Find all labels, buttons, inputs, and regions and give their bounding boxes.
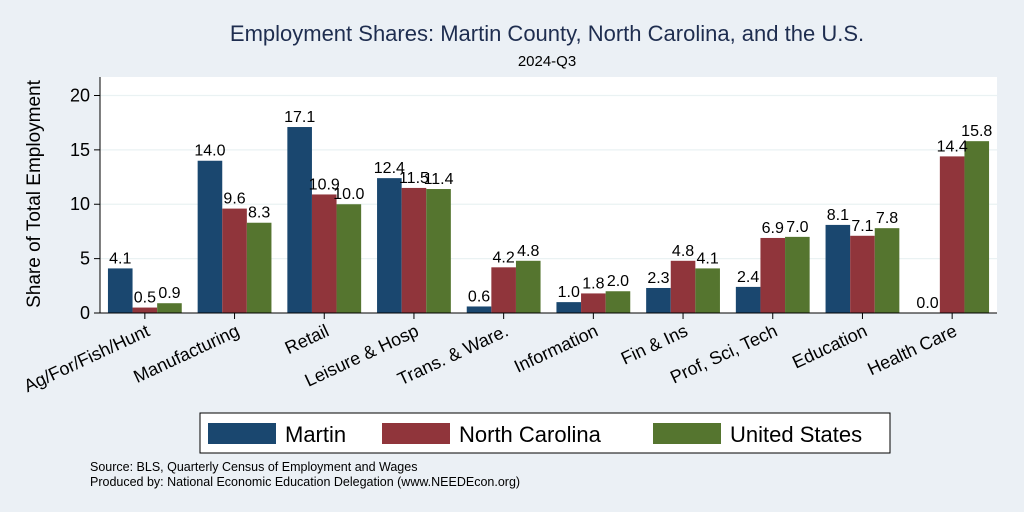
bar <box>670 260 696 313</box>
legend-label: United States <box>730 422 862 447</box>
bar <box>157 303 182 313</box>
bar-value-label: 8.1 <box>827 207 849 224</box>
bar-value-label: 0.6 <box>468 288 490 305</box>
bar-value-label: 17.1 <box>284 109 315 126</box>
y-tick-label: 20 <box>70 85 90 105</box>
legend-label: North Carolina <box>459 422 602 447</box>
bar <box>515 260 541 313</box>
bar <box>426 189 451 313</box>
bar <box>401 187 427 313</box>
bar <box>287 127 312 313</box>
bar-value-label: 14.0 <box>194 143 225 160</box>
chart-subtitle: 2024-Q3 <box>518 53 576 70</box>
x-tick-label: Education <box>789 320 870 372</box>
bar-value-label: 15.8 <box>961 123 992 140</box>
bar-value-label: 4.8 <box>517 243 539 260</box>
bar-value-label: 1.0 <box>558 284 580 301</box>
bar <box>132 307 158 313</box>
bar-value-label: 11.5 <box>399 170 429 187</box>
bar-value-label: 4.1 <box>109 250 131 267</box>
bar <box>825 224 851 313</box>
bar <box>581 293 606 313</box>
bar-value-label: 10.9 <box>309 176 340 193</box>
source-line: Source: BLS, Quarterly Census of Employm… <box>90 460 418 474</box>
x-tick-label: Health Care <box>864 320 960 379</box>
legend <box>199 412 891 454</box>
bar-value-label: 1.8 <box>582 275 604 292</box>
y-tick-label: 5 <box>80 249 90 269</box>
bar-value-label: 0.9 <box>158 285 180 302</box>
bar <box>222 208 247 313</box>
legend-label: Martin <box>285 422 346 447</box>
bar <box>377 178 402 313</box>
produced-by-line: Produced by: National Economic Education… <box>90 475 521 489</box>
bar-value-label: 7.0 <box>786 219 808 236</box>
bar <box>695 268 720 313</box>
bar-value-label: 12.4 <box>374 160 405 177</box>
bar <box>466 306 492 313</box>
bar-value-label: 14.4 <box>937 138 968 155</box>
legend-swatch <box>653 423 721 444</box>
bar-value-label: 7.8 <box>876 210 898 227</box>
bar-value-label: 10.0 <box>333 186 364 203</box>
bar <box>311 194 337 313</box>
bar-value-label: 2.4 <box>737 269 759 286</box>
source-note: Source: BLS, Quarterly Census of Employm… <box>90 460 520 490</box>
bar <box>964 141 990 313</box>
bar-value-label: 9.6 <box>223 191 245 208</box>
bar <box>491 267 516 313</box>
bar-value-label: 0.5 <box>134 290 156 307</box>
x-tick-label: Information <box>511 320 601 376</box>
chart-title: Employment Shares: Martin County, North … <box>230 21 864 46</box>
bar <box>785 236 810 313</box>
y-axis-label: Share of Total Employment <box>24 79 45 307</box>
bar-value-label: 2.3 <box>647 270 669 287</box>
legend-swatch <box>382 423 450 444</box>
bar <box>197 160 223 313</box>
y-tick-label: 0 <box>80 303 90 323</box>
x-tick-label: Ag/For/Fish/Hunt <box>21 320 153 396</box>
bar <box>735 286 761 313</box>
x-tick-label: Retail <box>282 320 332 358</box>
bar-value-label: 11.4 <box>424 171 454 188</box>
bar <box>556 302 582 313</box>
bar <box>850 235 875 313</box>
bar <box>605 291 631 313</box>
bar <box>760 237 786 313</box>
bar-value-label: 6.9 <box>762 220 784 237</box>
bar-value-label: 7.1 <box>851 218 873 235</box>
y-tick-label: 10 <box>70 194 90 214</box>
bar <box>874 228 900 313</box>
bar-value-label: 2.0 <box>607 273 629 290</box>
bar-value-label: 8.3 <box>248 205 270 222</box>
bar <box>646 287 671 313</box>
x-tick-label: Fin & Ins <box>618 320 691 368</box>
bar-value-label: 0.0 <box>916 295 938 312</box>
bar-value-label: 4.2 <box>493 249 515 266</box>
bar <box>246 222 272 313</box>
bar <box>939 156 965 313</box>
bar-value-label: 4.8 <box>672 243 694 260</box>
y-tick-label: 15 <box>70 140 90 160</box>
bar <box>336 204 362 313</box>
bar <box>107 268 133 313</box>
legend-swatch <box>208 423 276 444</box>
bar-value-label: 4.1 <box>697 250 719 267</box>
